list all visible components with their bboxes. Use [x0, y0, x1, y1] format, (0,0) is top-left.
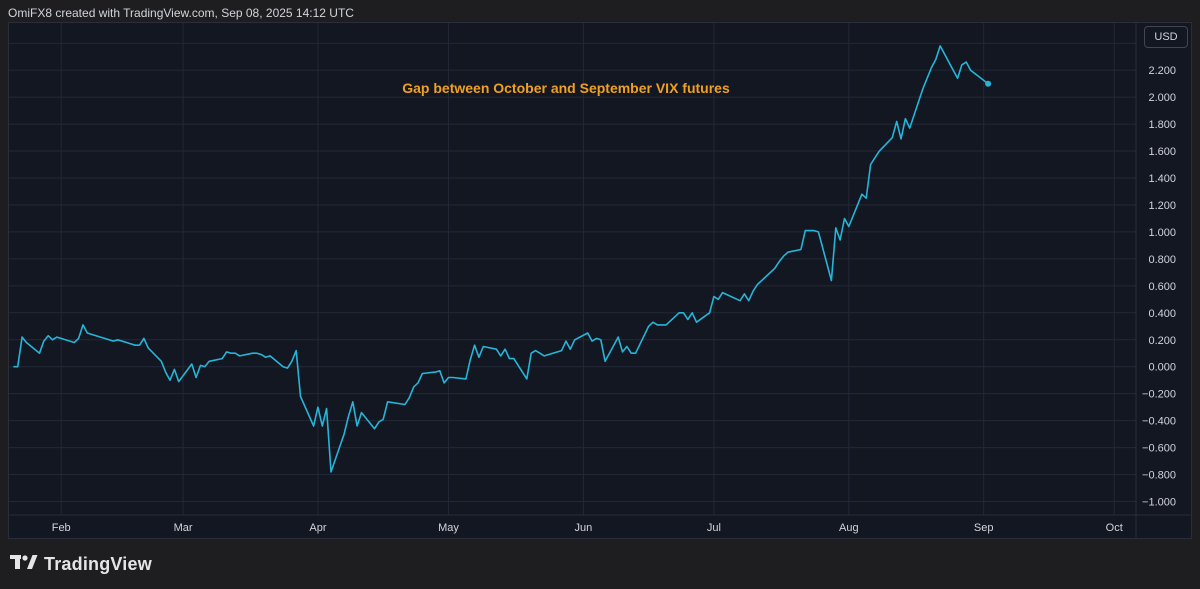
y-tick-label: 0.400: [1148, 308, 1176, 320]
y-tick-label: 1.000: [1148, 227, 1176, 239]
last-value-marker[interactable]: [985, 80, 992, 87]
x-tick-label: Feb: [52, 522, 71, 534]
chart-panel[interactable]: [8, 22, 1192, 539]
y-tick-label: 2.000: [1148, 92, 1176, 104]
time-axis[interactable]: Feb Mar Apr May Jun Jul Aug Sep Oct: [52, 522, 1123, 534]
y-tick-label: −0.400: [1142, 416, 1176, 428]
series-layer: [13, 45, 992, 473]
y-tick-label: 2.200: [1148, 65, 1176, 77]
chart-title: Gap between October and September VIX fu…: [402, 80, 730, 96]
brand-name: TradingView: [44, 554, 152, 574]
price-axis[interactable]: 2.4002.2002.0001.8001.6001.4001.2001.000…: [1142, 38, 1176, 508]
x-tick-label: Jun: [575, 522, 593, 534]
x-tick-label: Sep: [974, 522, 994, 534]
y-tick-label: 0.000: [1148, 362, 1176, 374]
x-tick-label: Oct: [1106, 522, 1123, 534]
y-tick-label: −0.800: [1142, 470, 1176, 482]
grid-lines: [9, 23, 1136, 515]
x-tick-label: Aug: [839, 522, 859, 534]
x-tick-label: Apr: [309, 522, 326, 534]
x-tick-label: May: [438, 522, 459, 534]
brand-footer[interactable]: TradingView: [10, 553, 152, 576]
y-tick-label: −0.600: [1142, 443, 1176, 455]
y-tick-label: 0.800: [1148, 254, 1176, 266]
y-tick-label: −1.000: [1142, 497, 1176, 509]
y-tick-label: −0.200: [1142, 389, 1176, 401]
x-tick-label: Mar: [174, 522, 193, 534]
tradingview-logo-icon: [10, 553, 38, 576]
y-tick-label: 1.200: [1148, 200, 1176, 212]
x-tick-label: Jul: [707, 522, 721, 534]
y-tick-label: 1.600: [1148, 146, 1176, 158]
y-tick-label: 1.400: [1148, 173, 1176, 185]
y-tick-label: 0.200: [1148, 335, 1176, 347]
y-tick-label: 0.600: [1148, 281, 1176, 293]
currency-selector-button[interactable]: USD: [1144, 26, 1188, 48]
y-tick-label: 1.800: [1148, 119, 1176, 131]
chart-credit: OmiFX8 created with TradingView.com, Sep…: [8, 6, 354, 20]
